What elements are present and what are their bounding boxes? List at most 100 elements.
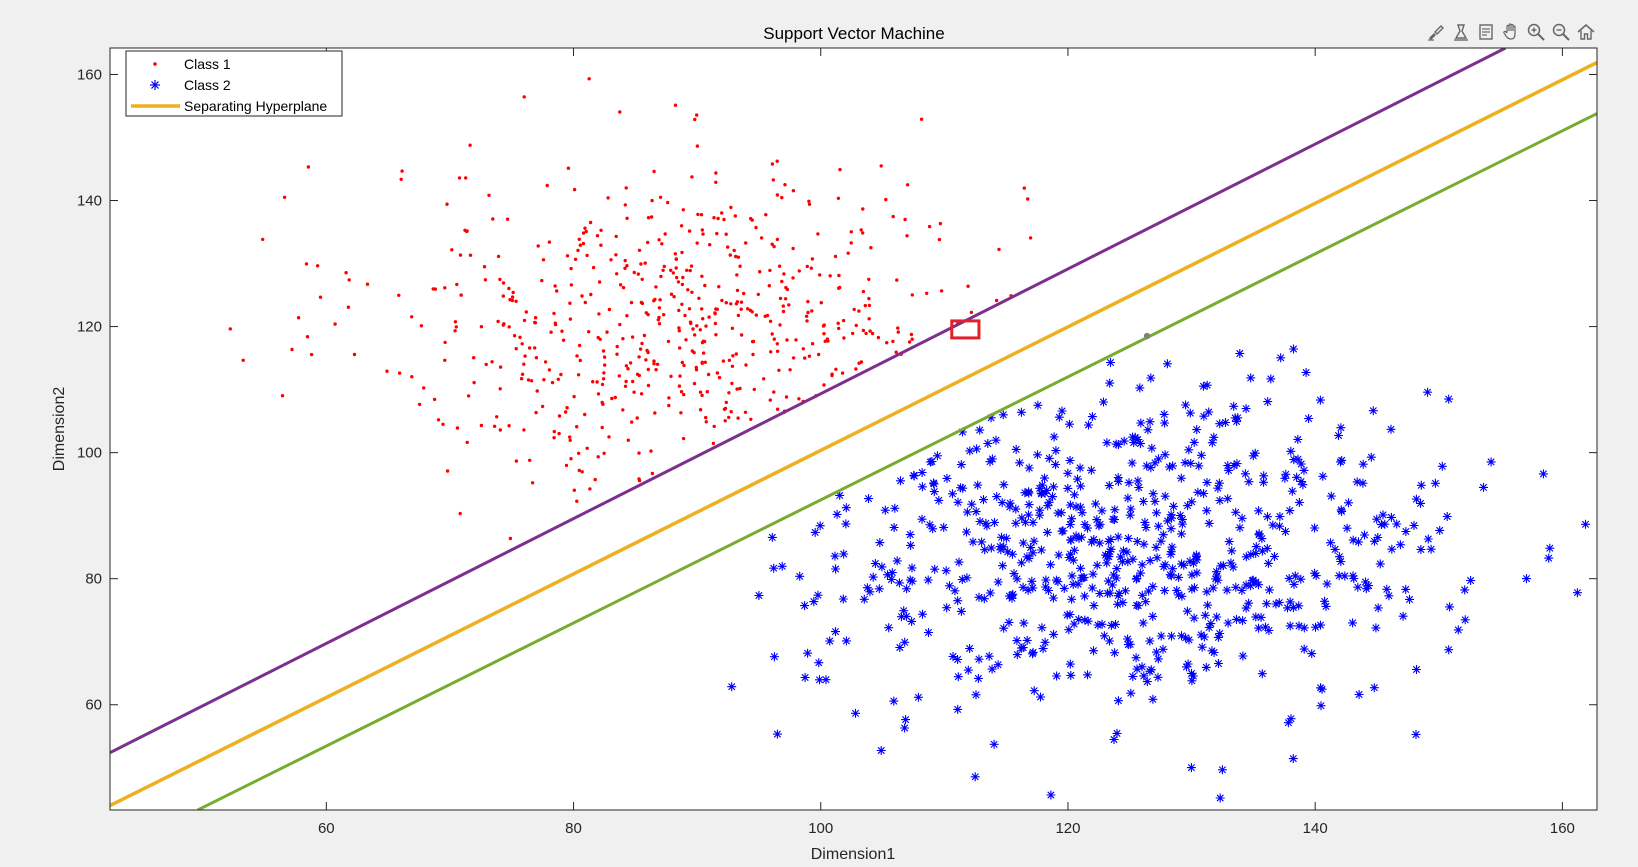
data-tips-button[interactable] xyxy=(1449,22,1473,46)
class2-point xyxy=(1036,488,1046,498)
class1-point xyxy=(621,408,625,412)
class2-point xyxy=(1151,542,1161,552)
class1-point xyxy=(822,332,826,336)
class2-point xyxy=(1280,473,1290,483)
class2-point xyxy=(814,658,824,668)
class1-point xyxy=(762,377,766,381)
class2-point xyxy=(1322,579,1332,589)
class1-point xyxy=(729,302,733,306)
class2-point xyxy=(1221,418,1230,427)
class2-point xyxy=(1046,790,1056,800)
class2-point xyxy=(800,673,810,682)
pan-button[interactable] xyxy=(1499,22,1523,46)
class2-point xyxy=(1054,412,1064,422)
home-button[interactable] xyxy=(1574,22,1598,46)
class2-point xyxy=(1119,436,1129,446)
class1-point xyxy=(615,344,619,349)
class2-point xyxy=(864,494,873,504)
brush-button[interactable] xyxy=(1424,22,1448,46)
class2-point xyxy=(1011,518,1021,528)
class2-point xyxy=(1238,616,1248,626)
class2-point xyxy=(1102,438,1112,448)
class2-point xyxy=(1382,584,1392,594)
class2-point xyxy=(1162,359,1172,369)
class1-point xyxy=(581,241,586,246)
class2-point xyxy=(1256,612,1266,622)
class1-point xyxy=(631,379,635,384)
class2-point xyxy=(1023,585,1033,595)
class2-point xyxy=(1244,598,1254,608)
class2-point xyxy=(1181,400,1191,410)
class2-point xyxy=(1386,512,1396,522)
class2-point xyxy=(1315,395,1325,405)
class1-point xyxy=(775,342,779,346)
restore-view-button[interactable] xyxy=(1474,22,1498,46)
x-tick-label: 80 xyxy=(565,820,582,837)
class1-point xyxy=(498,387,502,391)
class2-point xyxy=(956,460,966,470)
class2-point xyxy=(1020,517,1030,527)
class2-point xyxy=(874,584,884,594)
class2-point xyxy=(1083,523,1092,533)
class1-point xyxy=(837,273,841,278)
class1-point xyxy=(464,229,469,234)
class2-point xyxy=(1326,491,1336,501)
class2-point xyxy=(883,570,892,580)
class1-point xyxy=(573,257,578,261)
class2-point xyxy=(1299,644,1309,654)
class2-point xyxy=(1042,527,1052,537)
class2-point xyxy=(1110,648,1120,658)
zoom-out-button[interactable] xyxy=(1549,22,1573,46)
class2-point xyxy=(1172,585,1182,595)
class2-point xyxy=(1352,477,1362,487)
class1-point xyxy=(700,393,704,398)
class1-point xyxy=(643,261,647,265)
class2-point xyxy=(1123,493,1133,503)
hyperplane-line xyxy=(110,60,1597,808)
class2-point xyxy=(813,590,823,600)
class2-point xyxy=(932,451,942,461)
class2-point xyxy=(1294,498,1304,507)
class2-point xyxy=(1048,492,1057,502)
class2-point xyxy=(970,772,980,782)
class1-point xyxy=(528,458,532,462)
class2-point xyxy=(990,518,999,527)
class1-point xyxy=(652,359,656,363)
class1-point xyxy=(729,410,733,414)
class1-point xyxy=(644,358,648,362)
class2-point xyxy=(1257,534,1267,544)
class2-point xyxy=(1024,510,1033,520)
class1-point xyxy=(712,216,716,220)
legend[interactable]: Class 1 Class 2 Separating Hyperplane xyxy=(125,50,343,117)
class2-point xyxy=(1148,694,1158,704)
class1-point xyxy=(632,270,636,275)
class2-point xyxy=(1372,514,1382,524)
class1-point xyxy=(673,103,678,107)
class1-point xyxy=(400,169,404,173)
class1-point xyxy=(575,499,579,503)
class2-point xyxy=(1286,714,1296,724)
class2-point xyxy=(1197,642,1207,652)
class1-point xyxy=(550,380,555,385)
class2-point xyxy=(1166,549,1176,559)
x-tick-label: 120 xyxy=(1055,820,1080,837)
class2-point xyxy=(815,521,825,531)
class1-point xyxy=(572,488,576,492)
class2-point xyxy=(1223,494,1233,504)
class1-point xyxy=(644,311,648,315)
class2-point xyxy=(1042,486,1052,495)
class1-point xyxy=(751,352,755,357)
class1-point xyxy=(498,365,503,369)
class2-point xyxy=(1246,581,1256,591)
class1-point xyxy=(673,252,677,256)
class1-point xyxy=(581,231,586,235)
class1-point xyxy=(775,237,780,242)
zoom-in-button[interactable] xyxy=(1524,22,1548,46)
class1-point xyxy=(623,203,627,207)
y-axis-label: Dimension2 xyxy=(51,387,68,472)
class2-point xyxy=(1330,544,1340,554)
class1-point xyxy=(707,315,711,319)
class1-point xyxy=(479,325,484,329)
class1-point xyxy=(780,195,784,200)
class2-point xyxy=(1132,573,1142,583)
